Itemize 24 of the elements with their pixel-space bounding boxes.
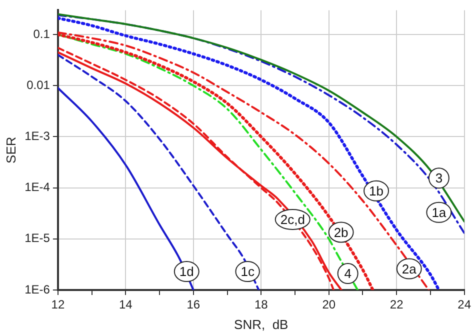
annotation: 1a [432,205,447,220]
annotation: 2c,d [280,212,305,228]
x-tick-label: 20 [322,298,336,312]
y-tick-label: 1E-6 [24,282,50,296]
annotation: 1d [179,264,194,280]
y-tick-label: 0.01 [26,78,50,92]
x-tick-label: 22 [390,298,404,312]
y-tick-label: 1E-5 [24,231,50,246]
y-tick-label: 1E-3 [24,129,50,144]
annotation: 4 [344,266,352,282]
annotation: 2b [334,224,348,240]
x-axis-title: SNR, dB [234,316,288,332]
x-tick-label: 14 [119,298,133,312]
annotation: 2a [402,261,418,276]
annotation: 1c [240,264,255,280]
x-tick-label: 16 [186,298,200,312]
x-tick-label: 12 [51,298,65,312]
y-axis-title: SER [3,136,18,164]
annotation: 3 [435,170,443,186]
y-tick-label: 1E-4 [24,180,50,194]
x-tick-label: 18 [254,298,268,312]
y-tick-label: 0.1 [33,26,50,41]
annotation: 1b [369,183,384,198]
x-tick-label: 24 [458,298,472,312]
